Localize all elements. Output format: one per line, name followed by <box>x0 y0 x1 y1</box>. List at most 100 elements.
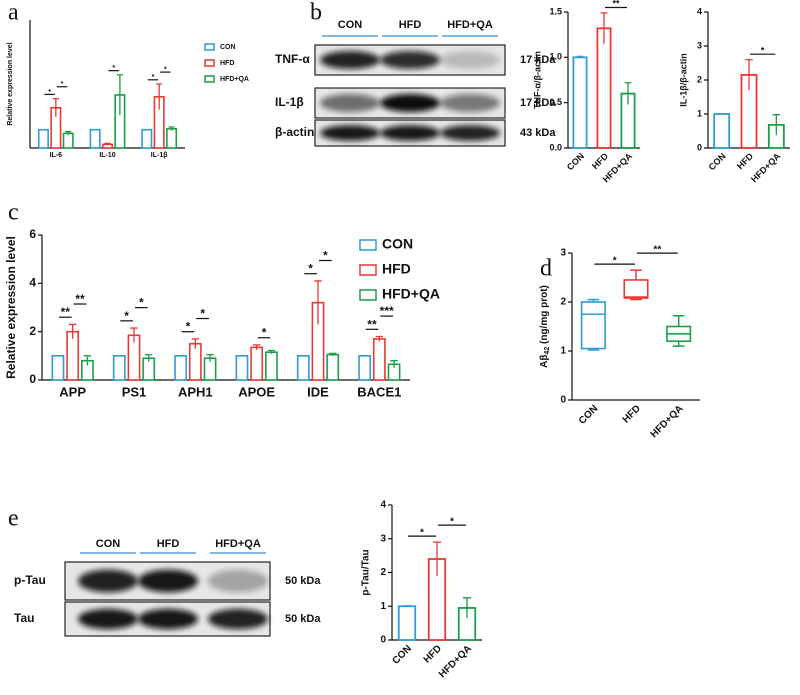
y-tick-label: 1.5 <box>549 6 562 16</box>
panel-label: a <box>8 0 19 26</box>
y-tick-label: 1.0 <box>549 52 562 62</box>
error-bar <box>462 597 472 619</box>
error-bar <box>267 349 276 354</box>
legend-label: HFD+QA <box>220 76 249 83</box>
panel-label: b <box>310 0 322 26</box>
bar <box>37 128 49 149</box>
y-tick-label: 2 <box>560 297 566 308</box>
significance-label: * <box>200 306 205 320</box>
bar <box>112 355 126 381</box>
significance-label: * <box>262 326 267 340</box>
significance-label: * <box>139 296 144 310</box>
y-tick-label: 3 <box>560 248 566 259</box>
error-bar <box>624 82 632 105</box>
error-bar <box>600 12 608 44</box>
significance-label: * <box>761 45 765 55</box>
bar <box>62 132 74 149</box>
significance-label: * <box>323 248 328 262</box>
error-bar <box>191 338 200 349</box>
bar <box>358 355 372 381</box>
significance-label: ** <box>75 292 85 306</box>
legend-label: CON <box>382 236 413 252</box>
blot-band <box>380 125 440 141</box>
significance-label: ** <box>653 244 661 255</box>
lane-label: CON <box>96 538 121 550</box>
y-tick-label: 0.0 <box>549 142 562 152</box>
legend-swatch <box>359 239 377 251</box>
blot-band <box>440 51 500 69</box>
error-bar <box>83 355 92 366</box>
bar <box>89 128 101 149</box>
y-tick-label: 6 <box>29 227 36 241</box>
y-tick-label: 1 <box>697 108 702 118</box>
significance-label: * <box>112 65 115 72</box>
significance-label: * <box>186 320 191 334</box>
error-bar <box>68 323 77 339</box>
significance-label: * <box>124 309 129 323</box>
bar <box>166 128 178 149</box>
y-axis-label: TNF-α/β-actin <box>532 51 542 109</box>
error-bar <box>168 126 175 131</box>
legend-label: HFD+QA <box>382 286 440 302</box>
error-bar <box>772 114 781 136</box>
legend-swatch <box>359 264 377 276</box>
significance-label: * <box>164 66 167 73</box>
blot-band <box>138 569 198 593</box>
y-tick-label: 4 <box>29 276 36 290</box>
panel-label: e <box>8 506 19 532</box>
y-tick-label: 4 <box>697 6 702 16</box>
y-label-sub: 42 <box>544 347 551 355</box>
y-axis-label: p-Tau/Tau <box>361 549 372 595</box>
band-size: 43 kDa <box>520 127 556 139</box>
bar <box>188 342 202 381</box>
bar <box>51 355 65 381</box>
blot-band <box>380 94 440 112</box>
legend-swatch <box>359 289 377 301</box>
blot-band <box>320 51 380 69</box>
blot-band <box>138 608 198 630</box>
bar <box>296 355 310 381</box>
y-tick-label: 1 <box>380 601 386 612</box>
band-size: 17 kDa <box>520 97 556 109</box>
error-bar <box>104 142 111 146</box>
band-size: 50 kDa <box>285 575 321 587</box>
significance-label: ** <box>612 0 620 9</box>
blot-band <box>208 608 268 630</box>
y-label-part: Aβ <box>539 355 550 368</box>
error-bar <box>130 327 138 343</box>
x-tick-label: APOE <box>238 384 275 399</box>
lane-label: HFD+QA <box>447 19 493 31</box>
blot-band <box>440 125 500 141</box>
error-bar <box>314 280 322 325</box>
error-bar <box>402 605 412 607</box>
significance-label: *** <box>380 304 394 318</box>
significance-label: * <box>61 81 64 88</box>
significance-label: * <box>450 516 454 527</box>
lane-label: CON <box>338 19 363 31</box>
y-tick-label: 0.5 <box>549 97 562 107</box>
error-bar <box>206 353 214 362</box>
y-tick-label: 0 <box>697 142 702 152</box>
error-bar <box>717 113 726 115</box>
y-axis-label: IL-1β/β-actin <box>678 53 688 107</box>
bar <box>326 353 340 381</box>
significance-label: * <box>613 255 617 266</box>
x-tick-label: PS1 <box>122 384 147 399</box>
significance-label: * <box>420 527 424 538</box>
significance-label: ** <box>61 305 71 319</box>
error-bar <box>329 352 337 356</box>
bar <box>713 113 731 149</box>
bar <box>264 351 278 381</box>
legend-label: HFD <box>382 261 411 277</box>
legend-label: HFD <box>220 60 234 67</box>
y-tick-label: 1 <box>560 346 566 357</box>
bar <box>141 128 153 149</box>
error-bar <box>252 344 261 350</box>
lane-label: HFD <box>399 19 422 31</box>
error-bar <box>156 83 163 110</box>
bar <box>572 56 588 149</box>
panel-label: c <box>8 200 19 226</box>
legend-swatch <box>204 59 215 67</box>
x-tick-label: IL-10 <box>99 152 115 159</box>
